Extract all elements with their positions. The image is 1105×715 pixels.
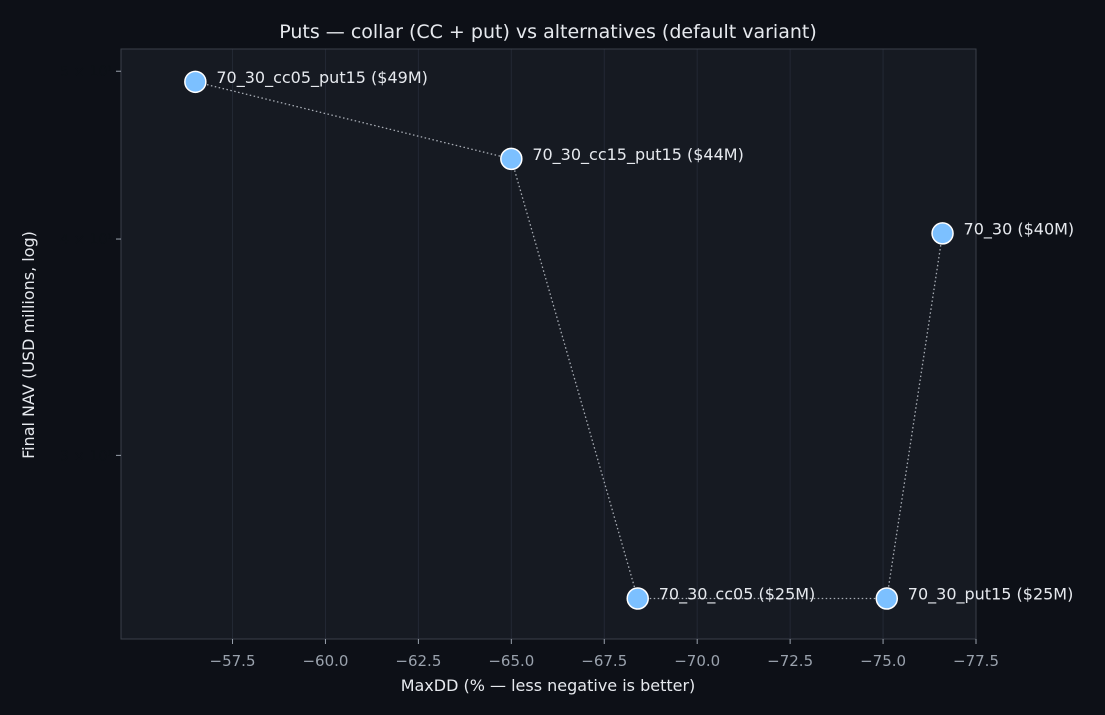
- point-label: 70_30_put15 ($25M): [908, 585, 1074, 605]
- data-point: [184, 70, 207, 94]
- x-tick-label: −77.5: [953, 652, 999, 670]
- connector-segment: [886, 233, 944, 599]
- data-point: [500, 147, 523, 171]
- y-axis-ticks: 5 × 10¹ 4 × 10¹ 3 × 10¹: [60, 64, 121, 464]
- data-points: [184, 70, 954, 610]
- x-tick-label: −65.0: [488, 652, 534, 670]
- data-point: [931, 222, 954, 245]
- y-tick-label: 3 × 10¹: [60, 448, 113, 464]
- data-point: [626, 587, 649, 610]
- connector-segment: [510, 158, 639, 599]
- x-tick-label: −67.5: [581, 652, 627, 670]
- x-tick-label: −75.0: [860, 652, 906, 670]
- point-label: 70_30_cc15_put15 ($44M): [532, 145, 744, 165]
- x-axis-label: MaxDD (% — less negative is better): [401, 676, 696, 695]
- point-label: 70_30 ($40M): [964, 219, 1075, 239]
- x-tick-label: −70.0: [674, 652, 720, 670]
- x-tick-label: −72.5: [767, 652, 813, 670]
- plot-frame: [120, 48, 977, 640]
- x-tick-label: −62.5: [395, 652, 441, 670]
- y-axis-label: Final NAV (USD millions, log): [19, 231, 38, 459]
- point-labels: 70_30_cc05_put15 ($49M) 70_30_cc15_put15 …: [216, 68, 1074, 605]
- data-point: [875, 587, 899, 610]
- x-tick-label: −60.0: [302, 652, 348, 670]
- y-tick-label: 4 × 10¹: [60, 232, 113, 248]
- connector-lines: [195, 81, 944, 600]
- plot-area: [121, 49, 976, 639]
- x-tick-label: −57.5: [210, 652, 256, 670]
- y-tick-label: 5 × 10¹: [60, 64, 113, 80]
- chart-title: Puts — collar (CC + put) vs alternatives…: [279, 21, 817, 43]
- point-label: 70_30_cc05 ($25M): [659, 585, 816, 605]
- point-label: 70_30_cc05_put15 ($49M): [216, 68, 428, 88]
- x-axis-ticks: −57.5 −60.0 −62.5 −65.0 −67.5 −70.0 −72.5 −75.0…: [210, 639, 999, 670]
